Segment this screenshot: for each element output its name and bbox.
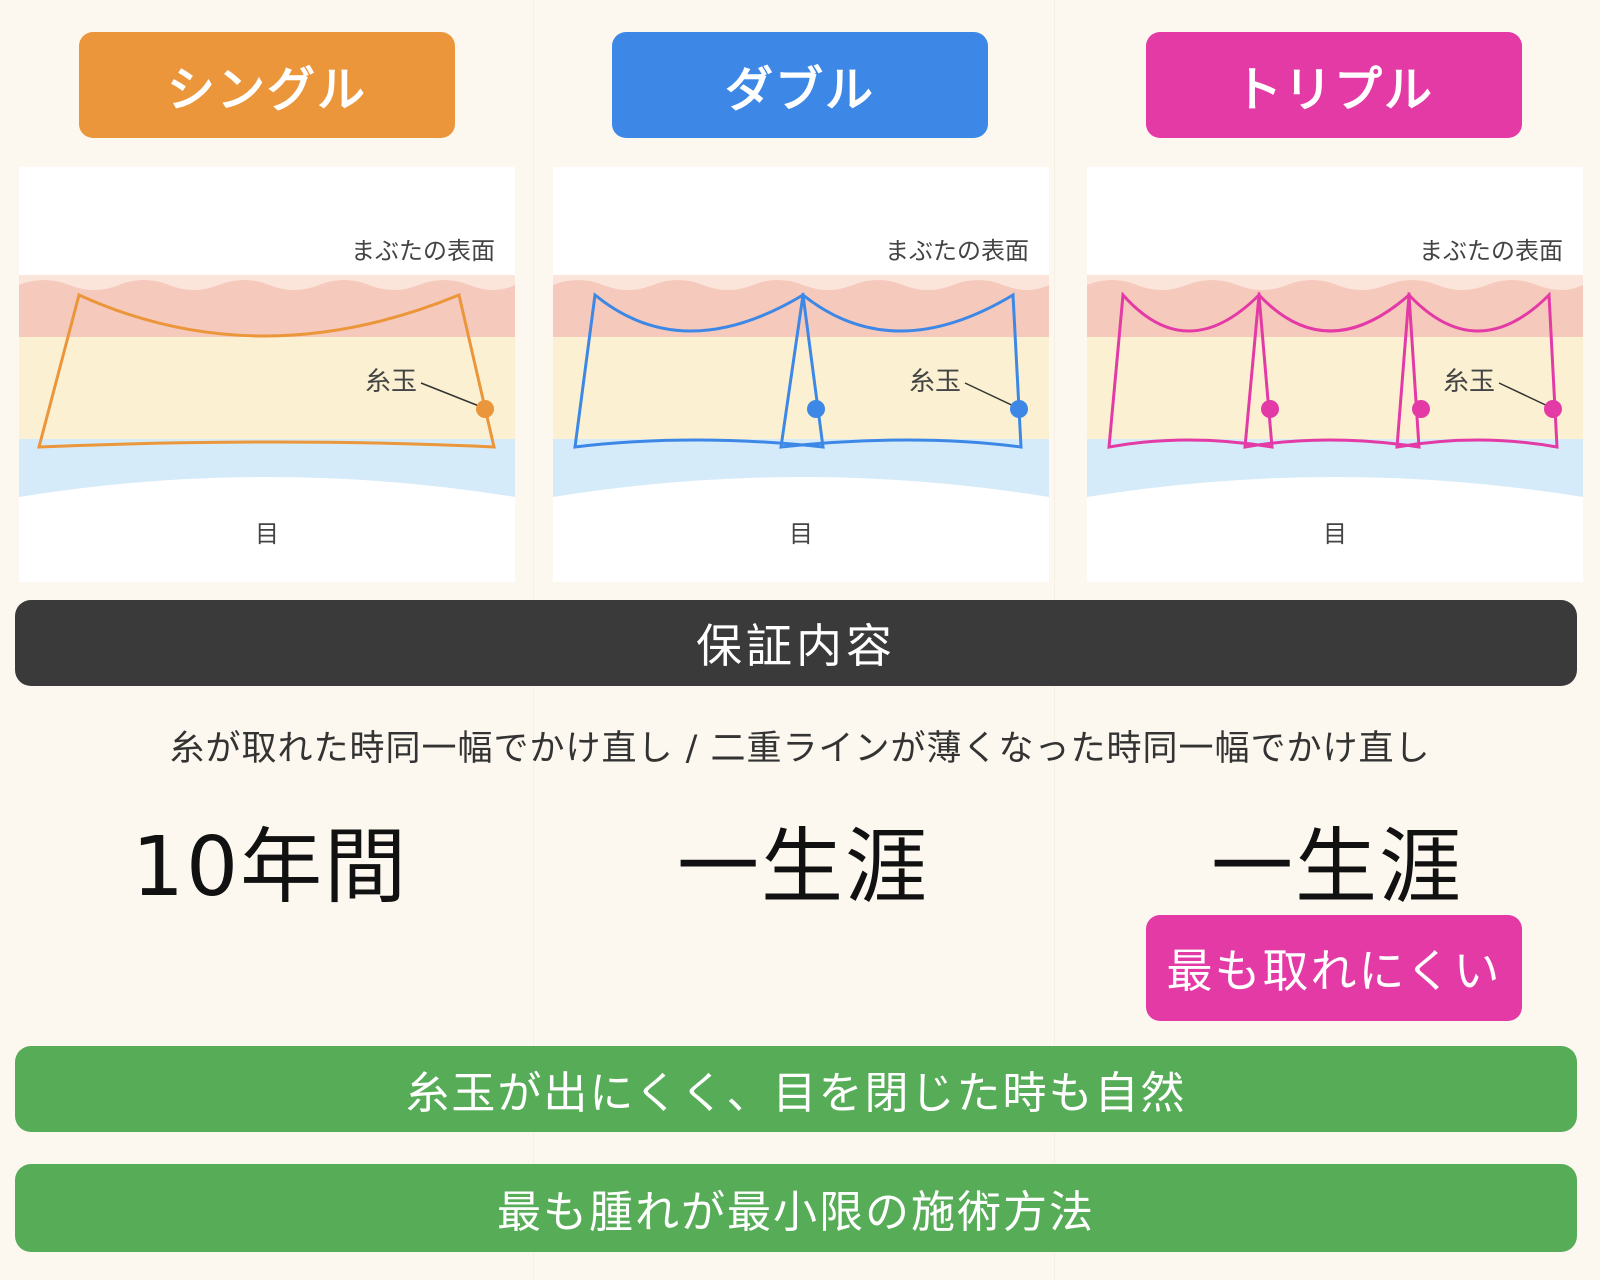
knot-label: 糸玉	[1443, 367, 1495, 397]
surface-label: まぶたの表面	[351, 237, 495, 265]
knot-pointer	[1498, 382, 1553, 409]
knot-pointer	[964, 382, 1019, 409]
knot-dot	[476, 400, 494, 418]
suture-line-2	[779, 292, 1023, 449]
eyelid-diagram-single: まぶたの表面 糸玉 目	[19, 167, 515, 582]
knot-dot	[1412, 400, 1430, 418]
suture-line-3	[1395, 291, 1559, 449]
eye-layer	[19, 439, 515, 497]
fat-layer	[19, 337, 515, 439]
knot-dot	[1544, 400, 1562, 418]
benefit-bar-1: 糸玉が出にくく、目を閉じた時も自然	[15, 1046, 1577, 1132]
eye-layer	[1087, 439, 1583, 497]
suture-line-1	[1107, 291, 1274, 449]
surface-label: まぶたの表面	[885, 237, 1029, 265]
guarantee-term-double: 一生涯	[676, 820, 929, 915]
skin-layer	[1087, 275, 1583, 337]
surface-label: まぶたの表面	[1419, 237, 1563, 265]
knot-label: 糸玉	[365, 367, 417, 397]
eyelid-diagram-double: まぶたの表面 糸玉 目	[553, 167, 1049, 582]
fat-layer	[553, 337, 1049, 439]
guarantee-header: 保証内容	[15, 600, 1577, 686]
plan-badge-triple: トリプル	[1146, 32, 1522, 138]
plan-badge-double: ダブル	[612, 32, 988, 138]
plan-badge-single: シングル	[79, 32, 455, 138]
skin-layer	[19, 275, 515, 337]
knot-pointer	[420, 382, 485, 409]
knot-label: 糸玉	[909, 367, 961, 397]
guarantee-term-single: 10年間	[131, 820, 409, 915]
knot-dot	[1010, 400, 1028, 418]
suture-line-1	[573, 292, 825, 449]
knot-dot	[807, 400, 825, 418]
eye-layer	[553, 439, 1049, 497]
guarantee-description: 糸が取れた時同一幅でかけ直し / 二重ラインが薄くなった時同一幅でかけ直し	[169, 729, 1431, 769]
guarantee-term-triple: 一生涯	[1210, 820, 1463, 915]
knot-dot	[1261, 400, 1279, 418]
suture-line-2	[1243, 291, 1421, 449]
eye-label: 目	[789, 520, 813, 548]
benefit-bar-2: 最も腫れが最小限の施術方法	[15, 1164, 1577, 1252]
eye-label: 目	[255, 520, 279, 548]
triple-highlight-badge: 最も取れにくい	[1146, 915, 1522, 1021]
suture-line	[37, 292, 496, 449]
fat-layer	[1087, 337, 1583, 439]
eyelid-diagram-triple: まぶたの表面 糸玉 目	[1087, 167, 1583, 582]
eye-label: 目	[1323, 520, 1347, 548]
